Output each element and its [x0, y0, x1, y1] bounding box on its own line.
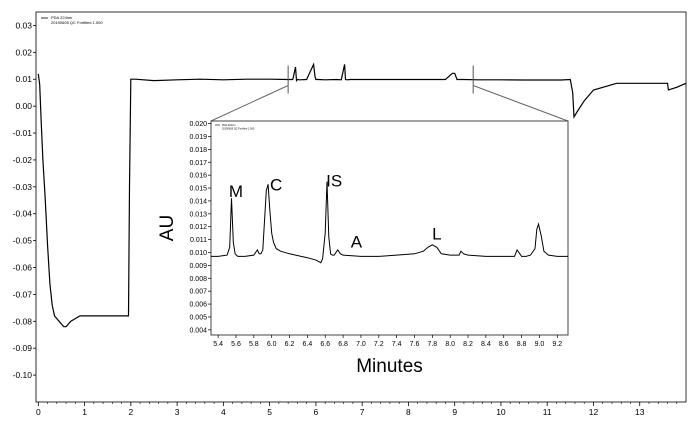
- main-y-tick-label: -0.09: [13, 343, 33, 353]
- inset-x-tick-label: 7.6: [410, 341, 420, 348]
- main-y-tick-label: -0.08: [13, 316, 33, 326]
- inset-y-tick-label: 0.019: [189, 134, 207, 141]
- inset-x-tick-label: 9.2: [552, 341, 562, 348]
- main-legend-entry: 20190605 QC Fortified 1.000: [51, 20, 103, 25]
- main-x-tick-label: 9: [452, 407, 457, 417]
- inset-x-tick-label: 8.4: [481, 341, 491, 348]
- main-x-axis: 0 1 2 3 4 5 6 7 8 9 10 11 12 13: [36, 402, 678, 417]
- inset-legend-entry: PDA 224nm: [222, 124, 235, 127]
- inset-y-tick-label: 0.009: [189, 263, 207, 270]
- inset-y-tick-label: 0.015: [189, 186, 207, 193]
- inset-x-tick-label: 7.8: [427, 341, 437, 348]
- inset-y-tick-label: 0.010: [189, 250, 207, 257]
- main-y-tick-label: -0.10: [13, 370, 33, 380]
- main-plot-frame: [35, 11, 687, 403]
- inset-x-tick-label: 5.4: [213, 341, 223, 348]
- main-chart: PDA 224nm 20190605 QC Fortified 1.000 0.…: [13, 11, 687, 417]
- inset-y-axis: 0.020 0.019 0.018 0.017 0.016 0.015 0.014 0.013…: [189, 121, 211, 334]
- inset-y-tick-label: 0.006: [189, 302, 207, 309]
- peak-label: A: [351, 232, 363, 251]
- main-y-tick-label: -0.01: [13, 128, 33, 138]
- inset-y-tick-label: 0.008: [189, 276, 207, 283]
- inset-x-tick-label: 6.8: [338, 341, 348, 348]
- inset-y-tick-label: 0.007: [189, 289, 207, 296]
- main-series-line: [37, 62, 687, 328]
- main-x-tick-label: 12: [589, 407, 599, 417]
- inset-y-tick-label: 0.011: [190, 237, 207, 244]
- inset-y-tick-label: 0.014: [189, 198, 207, 205]
- main-y-tick-label: -0.07: [13, 289, 33, 299]
- inset-x-tick-label: 6.0: [267, 341, 277, 348]
- inset-legend-entry: 20190605 QC Fortified 1.000: [222, 128, 255, 131]
- inset-y-tick-label: 0.004: [189, 327, 207, 334]
- inset-plot-frame: [210, 120, 569, 336]
- main-x-tick-label: 1: [82, 407, 87, 417]
- main-x-tick-label: 6: [314, 407, 319, 417]
- inset-series-line: [211, 181, 568, 264]
- main-y-axis: 0.03 0.02 0.01 0.00 -0.01 -0.02 -0.03 -0.04 -0.0…: [13, 20, 36, 380]
- inset-x-tick-label: 5.6: [231, 341, 241, 348]
- inset-y-tick-label: 0.020: [189, 121, 207, 128]
- inset-x-tick-label: 8.8: [517, 341, 527, 348]
- main-y-tick-label: -0.04: [13, 209, 33, 219]
- inset-y-tick-label: 0.017: [189, 160, 207, 167]
- main-y-tick-label: 0.03: [15, 20, 32, 30]
- inset-x-tick-label: 6.4: [303, 341, 313, 348]
- peak-label: L: [432, 225, 441, 244]
- inset-x-tick-label: 7.2: [374, 341, 384, 348]
- main-legend-entry: PDA 224nm: [51, 15, 73, 20]
- inset-y-tick-label: 0.018: [189, 147, 207, 154]
- main-y-tick-label: -0.03: [13, 182, 33, 192]
- inset-x-tick-label: 8.2: [463, 341, 473, 348]
- peak-label: IS: [326, 172, 342, 191]
- zoom-window-markers: [210, 65, 569, 122]
- main-y-tick-label: -0.02: [13, 155, 33, 165]
- main-x-tick-label: 3: [175, 407, 180, 417]
- inset-x-tick-label: 9.0: [535, 341, 545, 348]
- main-y-tick-label: -0.06: [13, 263, 33, 273]
- main-x-tick-label: 4: [221, 407, 226, 417]
- inset-y-tick-label: 0.012: [189, 224, 207, 231]
- inset-x-tick-label: 5.8: [249, 341, 259, 348]
- inset-y-tick-label: 0.013: [189, 211, 207, 218]
- main-x-tick-label: 8: [406, 407, 411, 417]
- inset-x-tick-label: 6.2: [285, 341, 295, 348]
- inset-x-tick-label: 8.0: [445, 341, 455, 348]
- inset-legend: PDA 224nm 20190605 QC Fortified 1.000: [215, 124, 255, 131]
- main-y-tick-label: -0.05: [13, 236, 33, 246]
- inset-x-axis: 5.4 5.6 5.8 6.0 6.2 6.4 6.6 6.8 7.0 7.2 7.4 7.6 7.8 8…: [213, 335, 562, 348]
- inset-x-tick-label: 8.6: [499, 341, 509, 348]
- main-y-tick-label: 0.02: [15, 47, 32, 57]
- main-x-tick-label: 0: [36, 407, 41, 417]
- inset-chart: PDA 224nm 20190605 QC Fortified 1.000 0.…: [157, 120, 569, 377]
- peak-label: M: [229, 182, 243, 201]
- inset-peak-labels: M C IS A L: [229, 172, 442, 252]
- inset-x-axis-label: Minutes: [356, 356, 423, 377]
- inset-y-axis-label: AU: [157, 215, 178, 241]
- main-x-tick-label: 11: [543, 407, 552, 417]
- main-x-tick-label: 10: [496, 407, 506, 417]
- inset-x-tick-label: 7.0: [356, 341, 366, 348]
- main-y-tick-label: 0.00: [15, 101, 32, 111]
- main-legend: PDA 224nm 20190605 QC Fortified 1.000: [41, 15, 103, 25]
- main-x-tick-label: 2: [128, 407, 133, 417]
- main-x-tick-label: 5: [267, 407, 272, 417]
- main-x-tick-label: 7: [360, 407, 365, 417]
- inset-x-tick-label: 6.6: [320, 341, 330, 348]
- inset-x-tick-label: 7.4: [392, 341, 402, 348]
- main-y-tick-label: 0.01: [15, 74, 32, 84]
- peak-label: C: [270, 176, 282, 195]
- zoom-connector-line: [473, 85, 569, 122]
- main-x-tick-label: 13: [635, 407, 645, 417]
- inset-y-tick-label: 0.016: [189, 173, 207, 180]
- inset-y-tick-label: 0.005: [189, 314, 207, 321]
- zoom-connector-line: [210, 85, 289, 122]
